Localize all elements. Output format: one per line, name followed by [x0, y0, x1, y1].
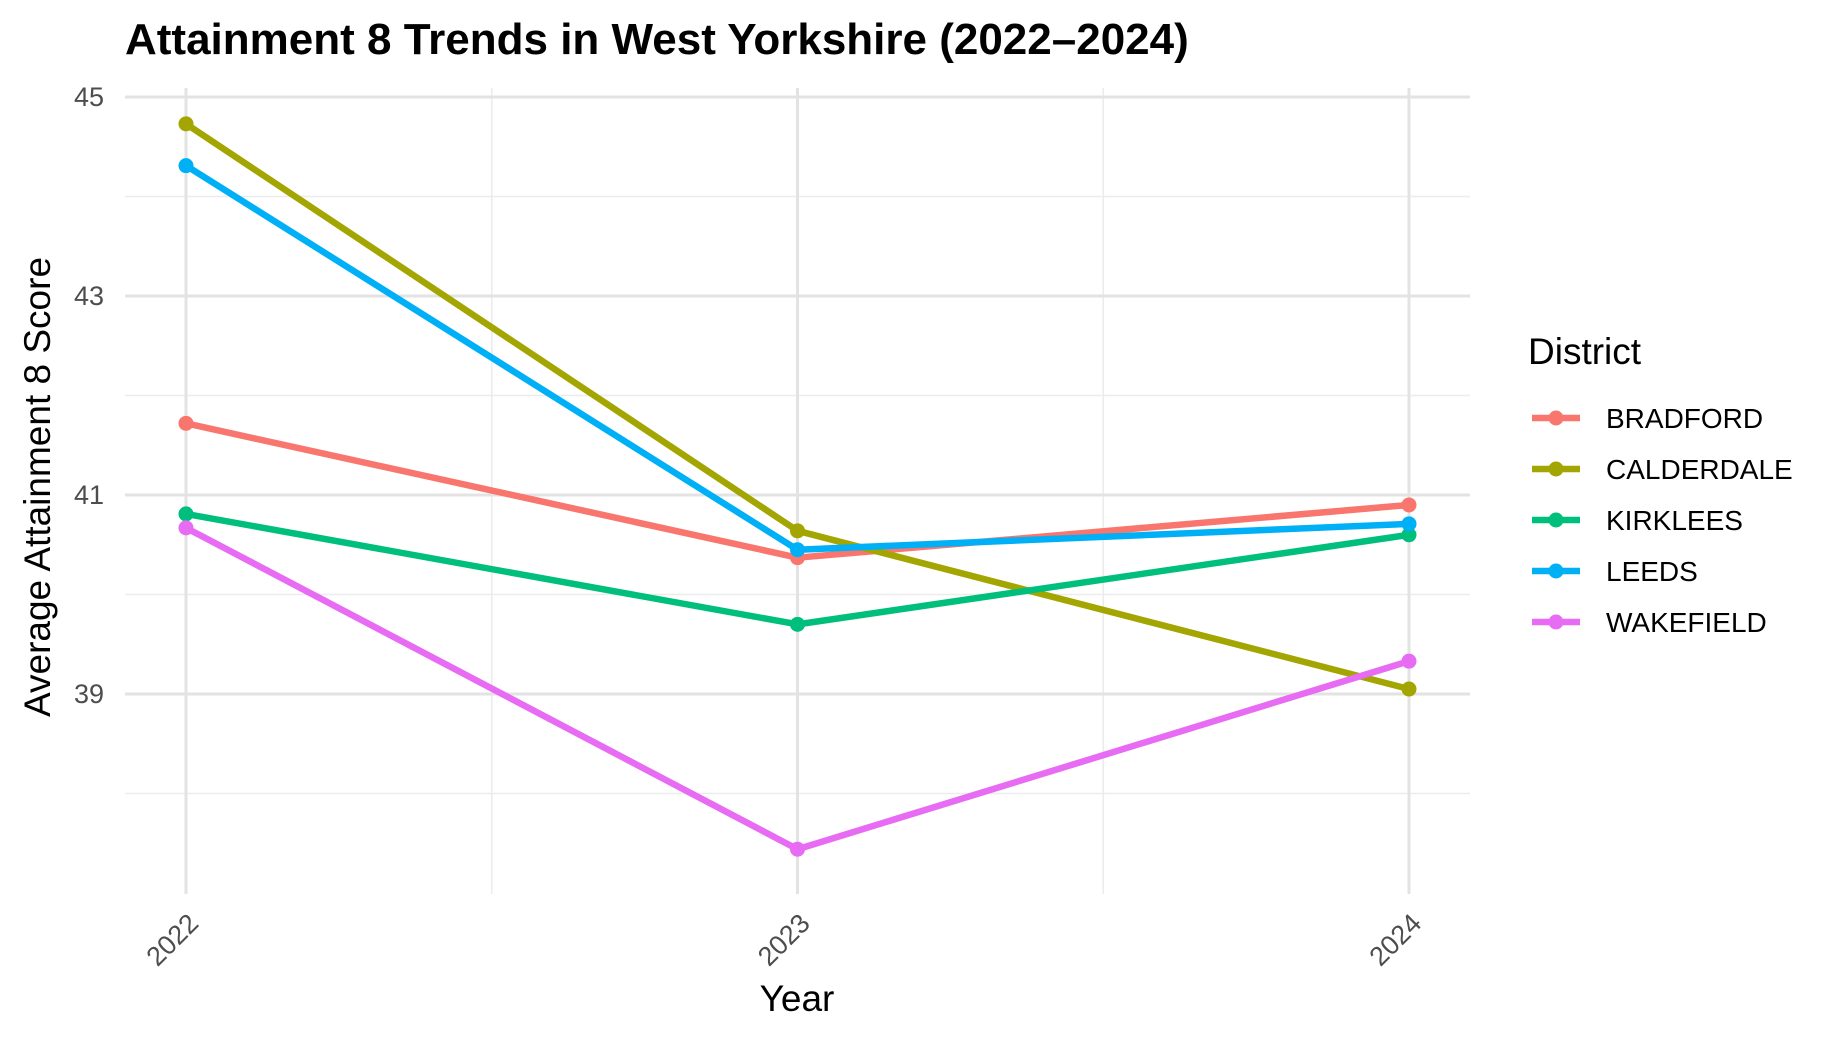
data-point-calderdale: [1401, 681, 1417, 697]
x-tick-label: 2022: [141, 908, 205, 972]
data-point-leeds: [178, 158, 194, 174]
legend-label: KIRKLEES: [1606, 505, 1743, 536]
data-point-bradford: [1401, 497, 1417, 513]
legend-title: District: [1528, 331, 1642, 372]
legend-swatch-point: [1548, 461, 1564, 477]
chart-title: Attainment 8 Trends in West Yorkshire (2…: [125, 15, 1189, 64]
data-point-leeds: [790, 542, 805, 558]
data-point-wakefield: [1401, 653, 1417, 669]
series-wakefield: [178, 520, 1417, 857]
series-kirklees: [178, 506, 1417, 632]
legend-item-leeds: LEEDS: [1532, 556, 1698, 587]
legend-label: CALDERDALE: [1606, 454, 1793, 485]
data-point-bradford: [178, 415, 194, 431]
series-leeds: [178, 158, 1417, 558]
legend-swatch-point: [1548, 614, 1564, 630]
grid: [125, 88, 1470, 894]
y-tick-label: 45: [74, 82, 104, 112]
legend-swatch-point: [1548, 512, 1564, 528]
y-axis-tick-labels: 39 41 43 45: [74, 82, 104, 709]
legend-label: BRADFORD: [1606, 403, 1763, 434]
y-tick-label: 41: [74, 480, 104, 510]
legend-label: LEEDS: [1606, 556, 1698, 587]
x-axis-tick-labels: 2022 2023 2024: [141, 908, 1428, 972]
data-point-wakefield: [178, 520, 194, 536]
data-point-calderdale: [790, 523, 805, 539]
data-point-kirklees: [790, 616, 805, 632]
legend-swatch-point: [1548, 410, 1564, 426]
data-point-calderdale: [178, 116, 194, 132]
legend-item-kirklees: KIRKLEES: [1532, 505, 1743, 536]
legend-swatch-point: [1548, 563, 1564, 579]
legend-item-wakefield: WAKEFIELD: [1532, 607, 1767, 638]
legend-item-calderdale: CALDERDALE: [1532, 454, 1793, 485]
data-point-kirklees: [1401, 527, 1417, 543]
y-tick-label: 43: [74, 281, 104, 311]
legend-item-bradford: BRADFORD: [1532, 403, 1763, 434]
legend: District BRADFORD CALDERDALE KIRKLEES LEEDS…: [1528, 331, 1793, 638]
data-point-kirklees: [178, 506, 194, 522]
x-axis-title: Year: [760, 978, 835, 1019]
x-tick-label: 2024: [1364, 908, 1428, 972]
y-tick-label: 39: [74, 679, 104, 709]
legend-label: WAKEFIELD: [1606, 607, 1767, 638]
data-point-leeds: [1401, 516, 1417, 532]
x-tick-label: 2023: [752, 908, 816, 972]
y-axis-title: Average Attainment 8 Score: [17, 257, 58, 717]
legend-items: BRADFORD CALDERDALE KIRKLEES LEEDS WAKEFIELD: [1532, 403, 1793, 638]
series-calderdale: [178, 116, 1417, 697]
data-point-wakefield: [790, 841, 805, 857]
series-lines: [178, 116, 1417, 857]
